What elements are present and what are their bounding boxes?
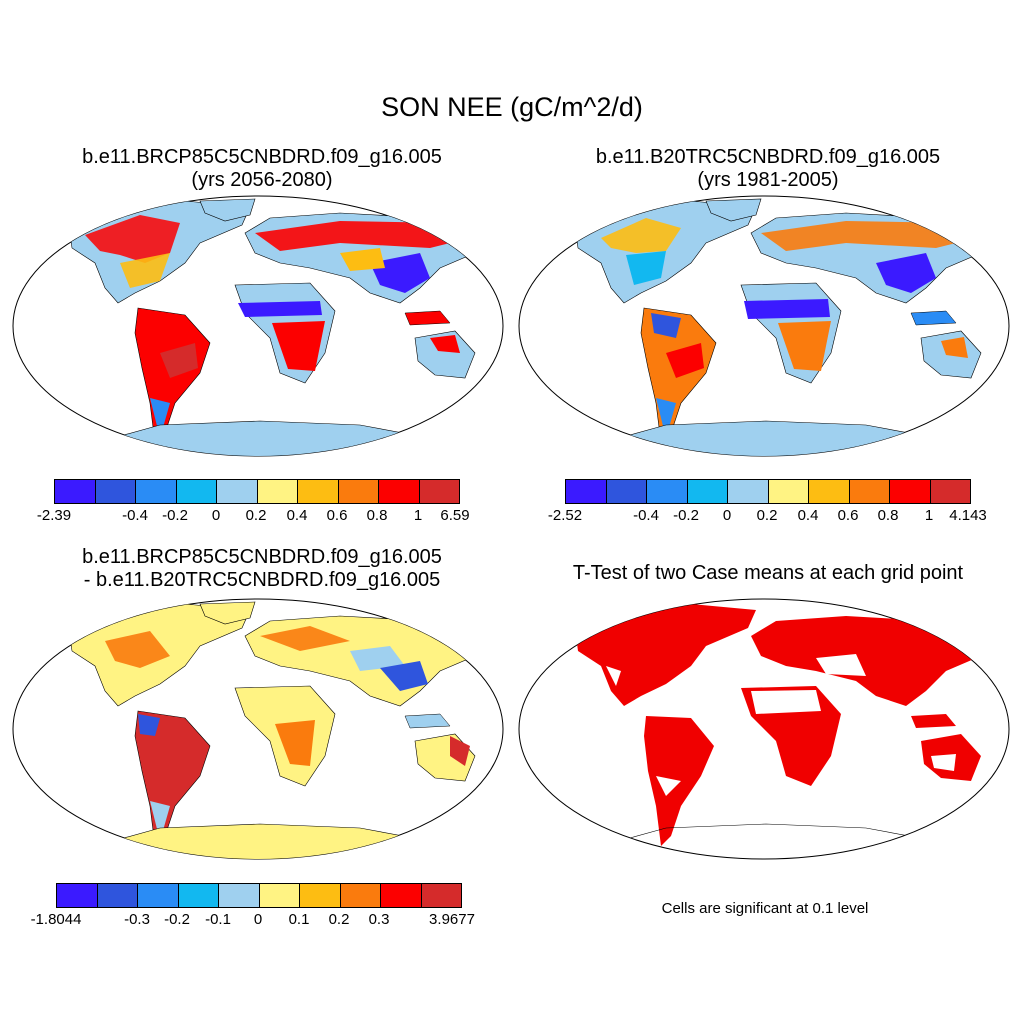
colorbar-3 [56, 883, 462, 908]
cbar-1-label: 0.2 [245, 507, 267, 524]
cbar-1-swatch [136, 480, 177, 503]
cbar-2-label: 1 [924, 507, 934, 524]
cbar-3-label: 0.1 [288, 911, 310, 928]
cbar-2-swatch [566, 480, 607, 503]
cbar-1-swatch [176, 480, 217, 503]
cbar-2-label: 4.143 [949, 507, 987, 524]
panel-2-map [518, 195, 1010, 457]
cbar-1-label: 0.8 [366, 507, 388, 524]
figure-title: SON NEE (gC/m^2/d) [381, 92, 643, 122]
panel-4-map [518, 598, 1010, 860]
panel-1-case-name: b.e11.BRCP85C5CNBDRD.f09_g16.005 [82, 146, 442, 168]
greenland [199, 601, 256, 625]
panel-3-map [12, 598, 504, 860]
cbar-2-label: 0.6 [837, 507, 859, 524]
panel-2-title: b.e11.B20TRC5CNBDRD.f09_g16.005 (yrs 198… [518, 146, 1018, 192]
cbar-1-label: -0.2 [162, 507, 188, 524]
cbar-2-label: -0.4 [633, 507, 659, 524]
panel-1-map [12, 195, 504, 457]
cbar-2-label: -2.52 [547, 507, 583, 524]
cbar-3-swatch [381, 884, 422, 907]
cbar-1-swatch [257, 480, 298, 503]
cbar-2-swatch [768, 480, 809, 503]
cbar-1-swatch [298, 480, 339, 503]
cbar-1-swatch [379, 480, 420, 503]
cbar-3-label: -0.2 [164, 911, 190, 928]
panel-3-case-name: b.e11.BRCP85C5CNBDRD.f09_g16.005 [82, 546, 442, 568]
panel-4-ttest-title: T-Test of two Case means at each grid po… [572, 562, 964, 584]
colorbar-2 [565, 479, 971, 504]
cbar-3-swatch [138, 884, 179, 907]
cbar-3-swatch [97, 884, 138, 907]
cbar-3-label: 3.9677 [429, 911, 475, 928]
cbar-3-swatch [178, 884, 219, 907]
cbar-3-label: 0.2 [328, 911, 350, 928]
cbar-2-swatch [606, 480, 647, 503]
panel-1-years: (yrs 2056-2080) [191, 169, 333, 191]
cbar-1-label: 6.59 [440, 507, 470, 524]
cbar-1-label: 1 [413, 507, 423, 524]
significant-north-america [576, 604, 756, 706]
cbar-2-swatch [728, 480, 769, 503]
cbar-1-swatch [419, 480, 459, 503]
cbar-3-swatch [57, 884, 98, 907]
panel-3-title: b.e11.BRCP85C5CNBDRD.f09_g16.005 - b.e11… [18, 546, 506, 592]
cbar-3-label: -1.8044 [30, 911, 82, 928]
cbar-2-label: 0.8 [877, 507, 899, 524]
panel-4-title: T-Test of two Case means at each grid po… [518, 562, 1018, 585]
cbar-1-swatch [55, 480, 96, 503]
cbar-1-label: 0.6 [326, 507, 348, 524]
north-america [575, 200, 757, 304]
cbar-3-swatch [340, 884, 381, 907]
cbar-3-swatch [421, 884, 461, 907]
australia [414, 330, 476, 379]
cbar-2-label: 0 [722, 507, 732, 524]
panel-2-case-name: b.e11.B20TRC5CNBDRD.f09_g16.005 [595, 146, 941, 168]
cbar-2-swatch [890, 480, 931, 503]
cbar-3-label: -0.1 [205, 911, 231, 928]
cbar-2-swatch [849, 480, 890, 503]
greenland [705, 198, 762, 222]
cbar-3-swatch [219, 884, 260, 907]
panel-3-difference-line: - b.e11.B20TRC5CNBDRD.f09_g16.005 [83, 569, 441, 591]
cbar-2-label: 0.4 [797, 507, 819, 524]
cbar-2-swatch [930, 480, 970, 503]
cbar-2-swatch [687, 480, 728, 503]
cbar-3-label: 0 [253, 911, 263, 928]
cbar-1-label: -2.39 [36, 507, 72, 524]
cbar-3-label: -0.3 [124, 911, 150, 928]
cbar-3-swatch [259, 884, 300, 907]
cbar-2-swatch [647, 480, 688, 503]
significance-note: Cells are significant at 0.1 level [661, 900, 869, 917]
cbar-1-swatch [338, 480, 379, 503]
cbar-3-label: 0.3 [368, 911, 390, 928]
cbar-1-label: 0 [211, 507, 221, 524]
cbar-1-swatch [217, 480, 258, 503]
cbar-1-swatch [95, 480, 136, 503]
panel-1-title: b.e11.BRCP85C5CNBDRD.f09_g16.005 (yrs 20… [18, 146, 506, 192]
cbar-1-label: 0.4 [286, 507, 308, 524]
cbar-3-swatch [300, 884, 341, 907]
panel-2-years: (yrs 1981-2005) [697, 169, 839, 191]
colorbar-1 [54, 479, 460, 504]
significant-eurasia [751, 616, 986, 706]
cbar-1-label: -0.4 [122, 507, 148, 524]
cbar-2-label: 0.2 [756, 507, 778, 524]
cbar-2-label: -0.2 [673, 507, 699, 524]
cbar-2-swatch [809, 480, 850, 503]
greenland [199, 198, 256, 222]
